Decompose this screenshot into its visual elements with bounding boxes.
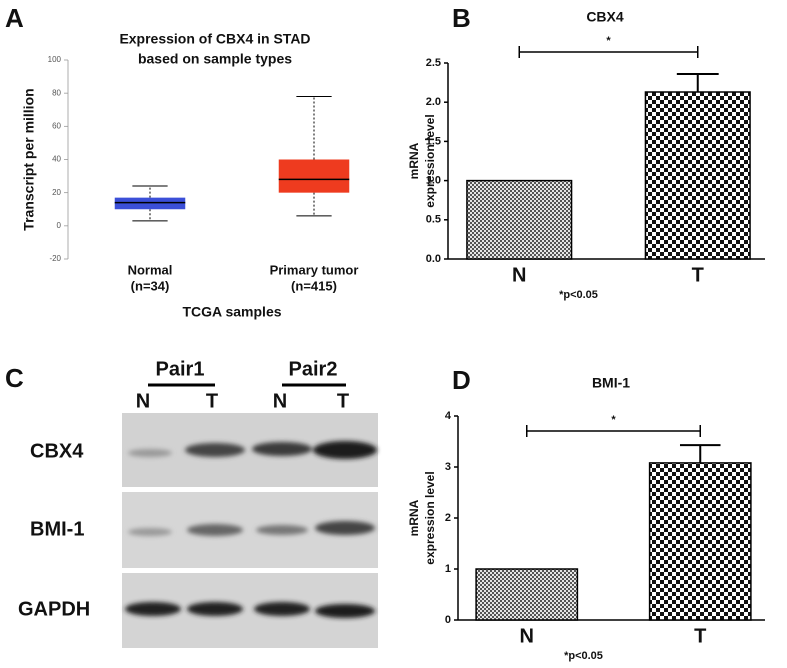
lane-label: N (136, 390, 150, 412)
y-tick-label: 1.5 (426, 135, 441, 147)
significance-label: * (606, 35, 611, 47)
panel-letter: B (452, 3, 471, 33)
x-tick-label: T (694, 625, 706, 647)
row-label: CBX4 (30, 440, 84, 462)
footnote: *p<0.05 (559, 289, 598, 301)
bar (466, 179, 573, 260)
y-axis-label: Transcript per million (21, 88, 37, 230)
y-tick-label: 2 (445, 512, 451, 524)
chart-title: Expression of CBX4 in STAD (119, 31, 310, 47)
chart-title: based on sample types (138, 51, 292, 67)
y-tick-label: 100 (48, 55, 62, 64)
sample-count: (n=34) (131, 278, 170, 293)
box (278, 159, 350, 193)
y-tick-label: 0 (57, 221, 62, 230)
y-tick-label: 3 (445, 461, 451, 473)
x-tick-label: T (692, 264, 704, 286)
lane-label: T (206, 390, 218, 412)
y-tick-label: 1 (445, 563, 451, 575)
y-tick-label: 0.5 (426, 214, 441, 226)
y-tick-label: 2.5 (426, 57, 441, 69)
bar (475, 568, 579, 621)
blot-panel: C Pair1 Pair2 N T N T CBX4 BMI-1 GAPDH (5, 358, 378, 648)
chart-title: CBX4 (586, 9, 624, 25)
row-label: BMI-1 (30, 518, 84, 540)
y-axis-label: expression level (423, 471, 437, 564)
row-label: GAPDH (18, 598, 90, 620)
significance-label: * (611, 414, 616, 426)
lane-label: N (273, 390, 287, 412)
y-axis-label: mRNA (407, 499, 421, 536)
y-tick-label: 20 (52, 188, 61, 197)
box (114, 197, 186, 210)
y-tick-label: 60 (52, 121, 61, 130)
x-tick-label: Normal (128, 262, 173, 277)
pair-label: Pair2 (289, 358, 338, 380)
y-tick-label: 4 (445, 410, 452, 422)
y-tick-label: 40 (52, 155, 61, 164)
y-tick-label: 1.0 (426, 175, 441, 187)
bar (648, 462, 752, 621)
panel-letter: C (5, 363, 24, 393)
y-tick-label: 80 (52, 88, 61, 97)
x-tick-label: Primary tumor (270, 262, 359, 277)
y-axis-label: expression level (423, 114, 437, 207)
pair-label: Pair1 (156, 358, 205, 380)
y-axis-label: mRNA (407, 142, 421, 179)
footnote: *p<0.05 (564, 650, 603, 662)
panel-letter: D (452, 365, 471, 395)
lane-label: T (337, 390, 349, 412)
bar (644, 91, 751, 260)
x-tick-label: N (512, 264, 526, 286)
y-tick-label: 0 (445, 614, 451, 626)
panel-letter: A (5, 3, 24, 33)
bands (125, 441, 377, 618)
x-axis-label: TCGA samples (182, 304, 281, 320)
y-tick-label: 0.0 (426, 253, 441, 265)
y-tick-label: -20 (49, 254, 61, 263)
sample-count: (n=415) (291, 278, 337, 293)
y-tick-label: 2.0 (426, 96, 441, 108)
x-tick-label: N (520, 625, 534, 647)
chart-title: BMI-1 (592, 375, 630, 391)
